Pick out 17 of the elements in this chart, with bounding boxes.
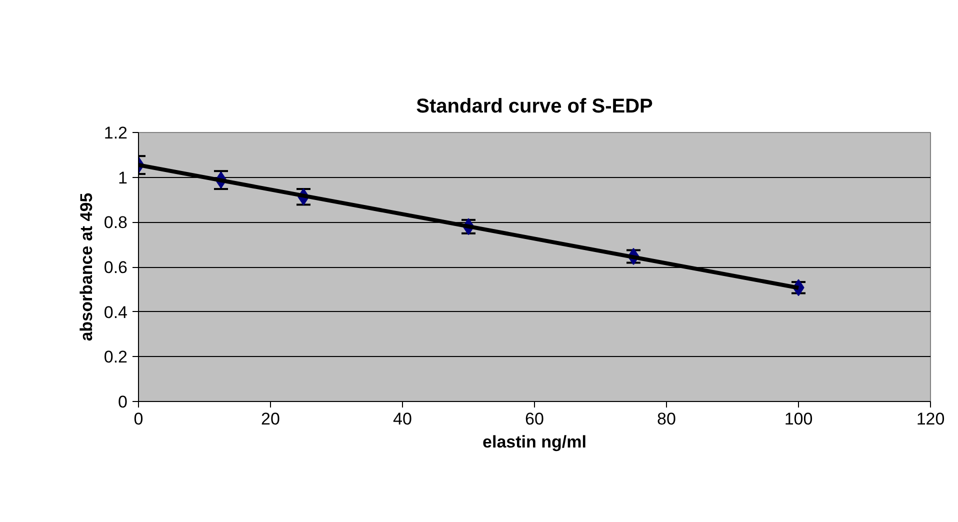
y-tick-label: 1 xyxy=(118,168,128,188)
y-tick-label: 0.2 xyxy=(104,348,128,367)
y-tick-label: 0.6 xyxy=(104,258,128,277)
x-tick-label: 120 xyxy=(916,410,945,428)
x-tick-label: 20 xyxy=(261,410,280,428)
x-tick-label: 40 xyxy=(393,410,412,428)
chart-title: Standard curve of S-EDP xyxy=(416,96,653,118)
x-tick-label: 80 xyxy=(657,410,676,428)
y-tick-label: 1.2 xyxy=(104,124,128,142)
x-axis-title: elastin ng/ml xyxy=(482,432,586,452)
y-tick-label: 0.8 xyxy=(104,213,128,232)
x-tick-label: 100 xyxy=(784,410,813,428)
y-axis-title: absorbance at 495 xyxy=(76,192,96,342)
y-tick-label: 0 xyxy=(118,392,128,412)
y-tick-label: 0.4 xyxy=(104,302,128,322)
x-tick-label: 0 xyxy=(134,410,144,428)
x-tick-label: 60 xyxy=(525,410,544,428)
